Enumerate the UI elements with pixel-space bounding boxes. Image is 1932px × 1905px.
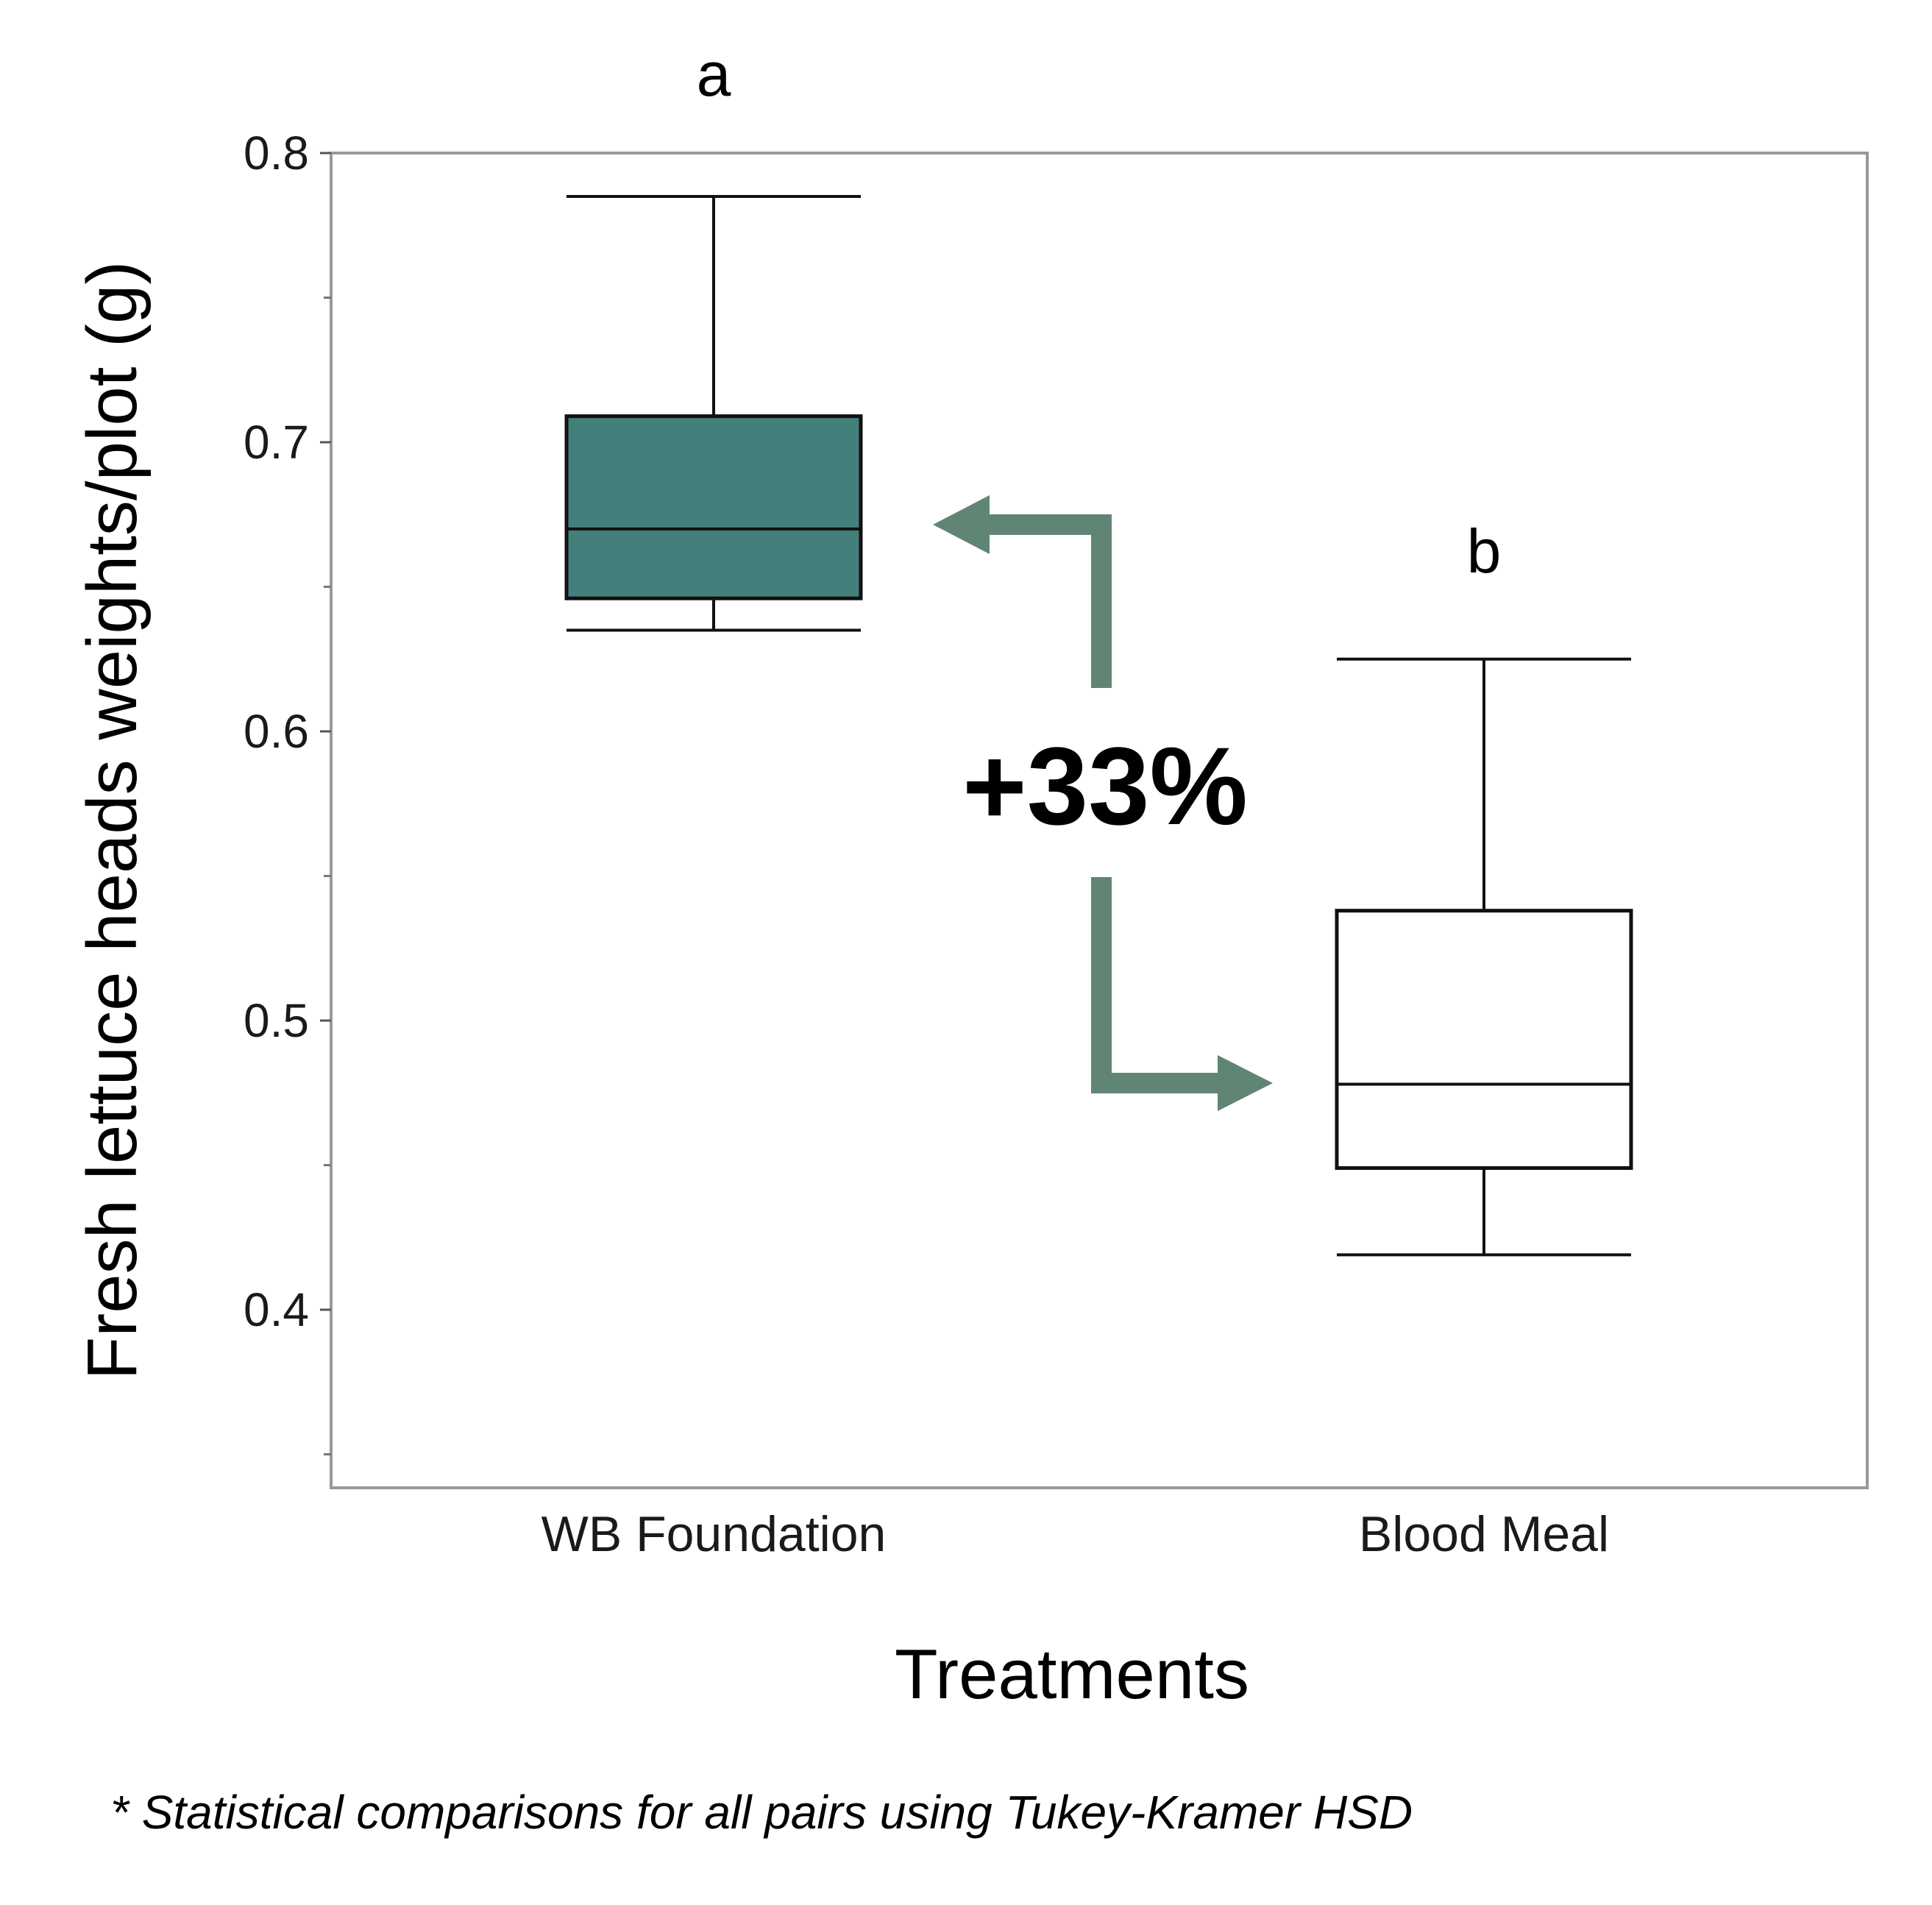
plot-frame [330, 152, 1869, 1489]
annotation-percent: +33% [962, 724, 1248, 848]
arrow-upper-shaft [971, 514, 1112, 688]
y-tick-label: 0.7 [244, 416, 309, 469]
x-tick-label-blood-meal: Blood Meal [1359, 1506, 1609, 1562]
box-wb-foundation [564, 414, 863, 600]
box-blood-meal [1335, 909, 1633, 1170]
box-group: WB Foundation a Blood Meal b [541, 40, 1633, 1562]
y-axis: 0.4 0.5 0.6 0.7 0.8 [244, 127, 331, 1455]
arrow-lower-shaft [1091, 877, 1227, 1093]
significance-letter-blood-meal: b [1467, 517, 1502, 586]
comparison-arrow [933, 495, 1273, 1111]
y-axis-title: Fresh lettuce heads weights/plot (g) [73, 261, 152, 1380]
y-tick-label: 0.4 [244, 1283, 309, 1336]
arrow-lower-head [1218, 1055, 1273, 1111]
x-tick-label-wb-foundation: WB Foundation [541, 1506, 887, 1562]
y-tick-label: 0.6 [244, 705, 309, 758]
arrow-upper-head [933, 495, 990, 554]
footnote: * Statistical comparisons for all pairs … [110, 1786, 1413, 1839]
significance-letter-wb-foundation: a [697, 40, 731, 109]
y-tick-label: 0.8 [244, 127, 309, 180]
y-tick-label: 0.5 [244, 994, 309, 1047]
x-axis-title: Treatments [895, 1635, 1249, 1714]
